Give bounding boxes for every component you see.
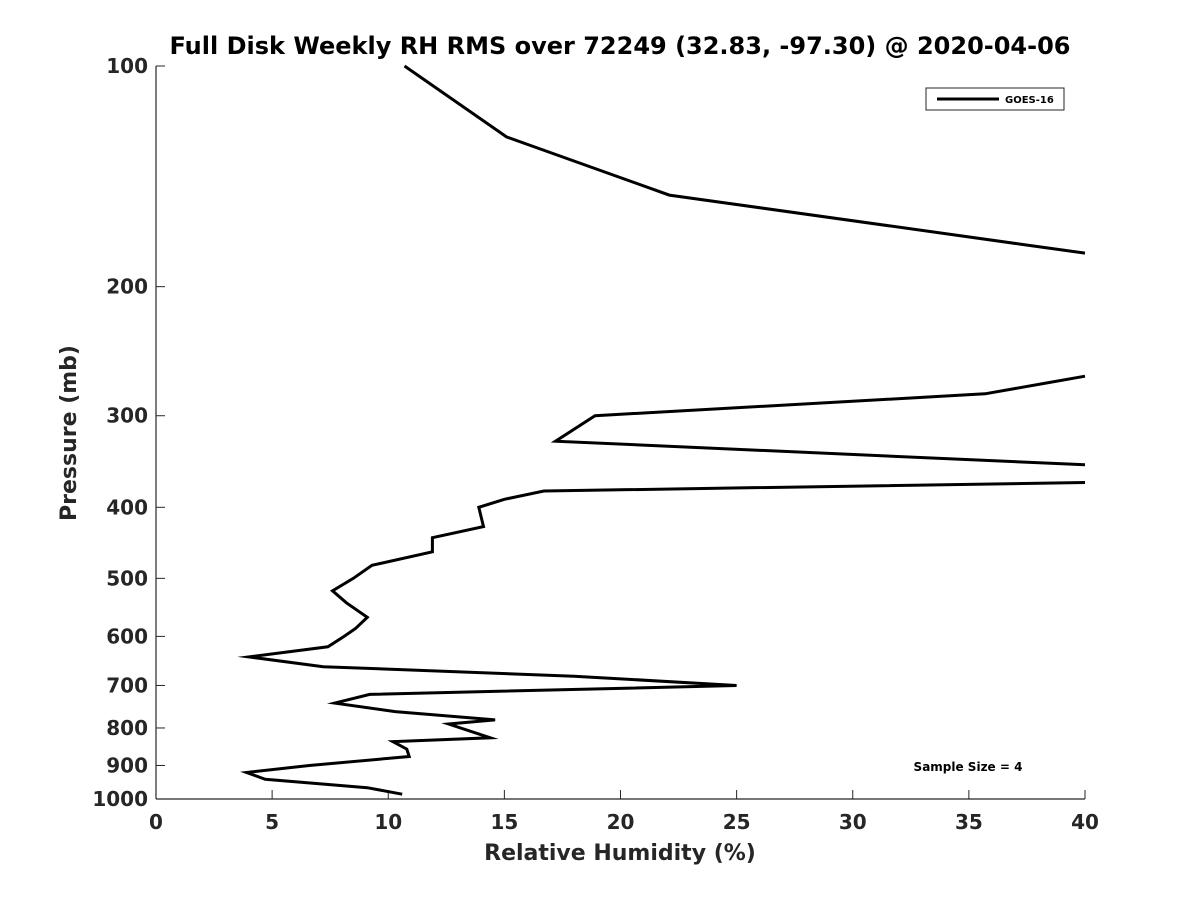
y-tick-label: 500: [106, 566, 148, 590]
y-tick-label: 600: [106, 624, 148, 648]
x-tick-label: 40: [1071, 810, 1099, 834]
y-tick-label: 900: [106, 753, 148, 777]
x-tick-label: 15: [490, 810, 518, 834]
series-line-goes-16: [237, 64, 1086, 796]
legend-label: GOES-16: [1005, 95, 1054, 106]
series-group: [237, 64, 1086, 796]
x-tick-label: 35: [955, 810, 983, 834]
x-tick-label: 10: [374, 810, 402, 834]
y-tick-label: 800: [106, 716, 148, 740]
y-tick-label: 100: [106, 54, 148, 78]
x-tick-label: 0: [149, 810, 163, 834]
x-tick-label: 20: [607, 810, 635, 834]
y-tick-label: 300: [106, 404, 148, 428]
x-tick-label: 25: [723, 810, 751, 834]
y-tick-label: 400: [106, 495, 148, 519]
y-tick-label: 200: [106, 275, 148, 299]
sample-size-annotation: Sample Size = 4: [914, 760, 1023, 774]
x-axis-label: Relative Humidity (%): [484, 841, 756, 866]
x-tick-label: 30: [839, 810, 867, 834]
axes: [155, 65, 1086, 800]
x-tick-label: 5: [265, 810, 279, 834]
y-axis-label: Pressure (mb): [57, 345, 82, 521]
chart-title: Full Disk Weekly RH RMS over 72249 (32.8…: [169, 32, 1070, 60]
tick-labels: 0 5 10 15 20 25 30 35 40 100 200 300 400 500 600 700 800…: [92, 54, 1099, 834]
y-tick-label: 1000: [92, 787, 148, 811]
y-tick-label: 700: [106, 673, 148, 697]
legend: GOES-16: [925, 87, 1065, 111]
